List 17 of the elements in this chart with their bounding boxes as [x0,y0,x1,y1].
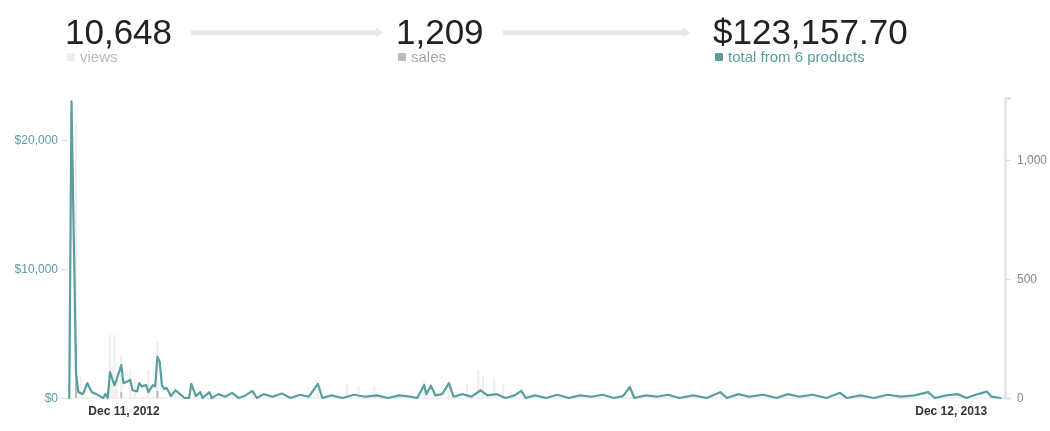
y2-tick-label: 0 [1017,391,1024,406]
legend-label: sales [411,48,447,65]
y-tick-label: $10,000 [14,262,59,277]
legend-label: total from 6 products [728,48,865,65]
text: 1,209 [396,12,484,51]
text: 10,648 [65,12,173,51]
bar [120,392,123,398]
y2-tick-label: 500 [1017,272,1038,287]
x-tick-label: Dec 12, 2013 [915,403,988,418]
bar [156,390,159,398]
y2-tick-label: 1,000 [1017,153,1048,168]
legend-label: views [80,48,118,65]
y-tick-label: $0 [44,391,59,406]
line-series [68,100,1002,400]
x-tick-label: Dec 11, 2012 [88,403,161,418]
text: $123,157.70 [713,12,908,51]
y-tick-label: $20,000 [14,133,59,148]
